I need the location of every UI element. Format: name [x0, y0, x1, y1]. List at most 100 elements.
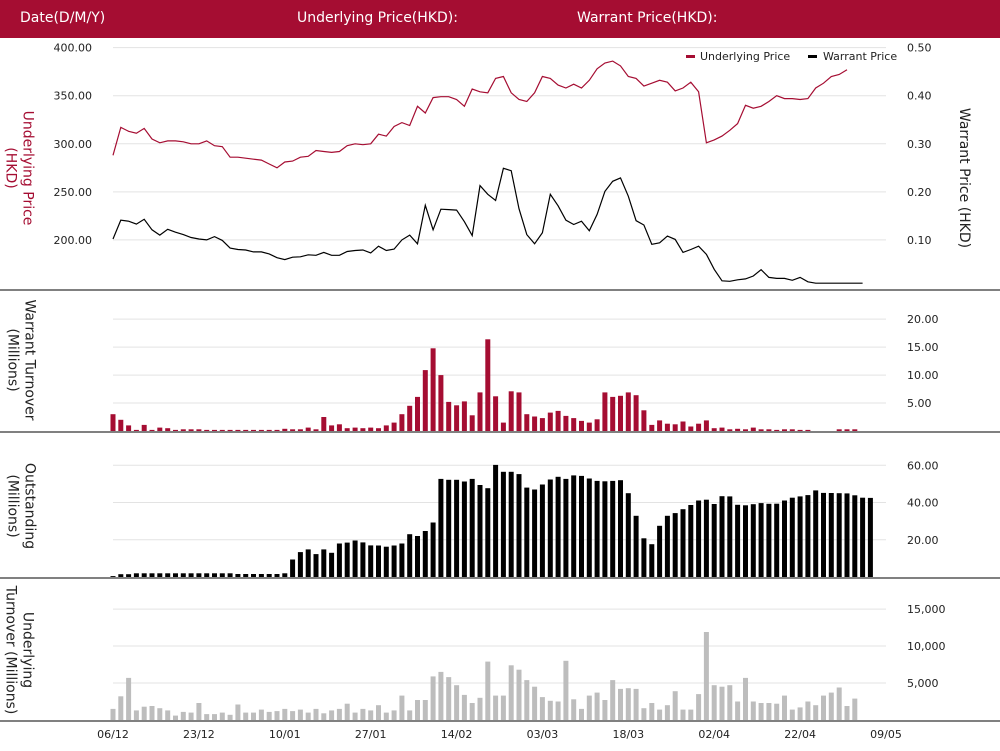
outstanding-bar [329, 552, 335, 577]
warrant-turnover-bar [461, 401, 467, 431]
underlying-turnover-bar [368, 710, 374, 720]
warrant-turnover-bar [454, 405, 460, 431]
outstanding-bar [649, 544, 655, 577]
warrant-turnover-bar [727, 429, 733, 431]
underlying-turnover-bar [477, 697, 483, 720]
warrant-turnover-bar [297, 429, 303, 431]
outstanding-bar [149, 573, 155, 577]
warrant-turnover-bar [329, 425, 335, 431]
underlying-turnover-bar [836, 687, 842, 720]
underlying-turnover-bar [625, 688, 631, 720]
warrant-turnover-bar [664, 423, 670, 431]
x-tick-label: 10/01 [269, 728, 301, 741]
x-tick-label: 18/03 [612, 728, 644, 741]
underlying-turnover-bar [719, 686, 725, 720]
warrant-turnover-bar [602, 392, 608, 431]
outstanding-panel: 60.00 40.00 20.00 Outstanding(Millions) [0, 459, 1000, 579]
underlying-turnover-bar [758, 703, 764, 720]
warrant-turnover-bar [711, 428, 717, 431]
warrant-turnover-bar [680, 421, 686, 431]
underlying-turnover-bar [735, 701, 741, 720]
warrant-turnover-bar [196, 429, 202, 431]
underlying-turnover-panel: 15,000 10,000 5,000 UnderlyingTurnover (Mil… [0, 585, 1000, 722]
warrant-turnover-bar [836, 429, 842, 431]
underlying-turnover-bar [594, 692, 600, 720]
outstanding-bar [672, 513, 678, 577]
y-tick-label: 60.00 [907, 459, 939, 472]
outstanding-bar [867, 497, 873, 577]
underlying-turnover-bar [586, 695, 592, 720]
underlying-turnover-bar [352, 712, 358, 720]
underlying-turnover-bar [196, 703, 202, 720]
y-tick-left-label: 250.00 [54, 186, 93, 199]
outstanding-bar [212, 573, 217, 577]
underlying-turnover-bar [469, 703, 475, 720]
outstanding-bar [664, 515, 670, 577]
underlying-turnover-bar [516, 669, 522, 720]
warrant-turnover-bar [188, 429, 194, 431]
outstanding-bar [594, 480, 600, 577]
underlying-turnover-bar [157, 708, 163, 720]
outstanding-bar [532, 489, 538, 577]
outstanding-bar [750, 504, 756, 577]
outstanding-bar [789, 497, 795, 577]
warrant-turnover-bar [703, 420, 709, 431]
warrant-turnover-bar [415, 396, 420, 431]
warrant-turnover-bar [469, 415, 475, 431]
outstanding-bar [633, 515, 639, 577]
outstanding-bar [461, 481, 467, 577]
underlying-turnover-bar [743, 677, 748, 720]
warrant-turnover-bar [610, 396, 616, 431]
warrant-turnover-bar [688, 426, 694, 431]
warrant-turnover-bar [344, 428, 350, 431]
x-tick-label: 14/02 [441, 728, 473, 741]
y-tick-right-label: 0.30 [907, 138, 932, 151]
underlying-turnover-bar [750, 701, 756, 720]
outstanding-bar [360, 542, 366, 577]
warrant-turnover-bar [485, 339, 491, 431]
warrant-turnover-bar [391, 422, 397, 431]
underlying-turnover-bar [547, 700, 553, 720]
underlying-turnover-bar [407, 710, 413, 720]
warrant-turnover-bar [430, 348, 436, 431]
warrant-turnover-bar [625, 392, 631, 431]
warrant-turnover-bar [352, 427, 358, 431]
underlying-turnover-bar [188, 712, 194, 720]
underlying-turnover-bar [266, 711, 272, 720]
outstanding-bar [680, 509, 686, 577]
underlying-turnover-bar [641, 708, 647, 720]
underlying-turnover-bar [493, 695, 499, 720]
underlying-turnover-bar [571, 699, 577, 720]
outstanding-bar [500, 471, 506, 577]
warrant-turnover-bar [696, 423, 702, 431]
underlying-turnover-bar [766, 703, 772, 720]
outstanding-bar [821, 492, 826, 577]
warrant-price-line [112, 167, 863, 284]
warrant-turnover-bar [563, 415, 569, 431]
warrant-turnover-bar [672, 424, 678, 431]
underlying-turnover-bar [688, 709, 694, 720]
warrant-turnover-bar [313, 429, 319, 431]
outstanding-bar [446, 479, 452, 577]
outstanding-bar [422, 531, 428, 577]
warrant-turnover-bar [290, 429, 296, 431]
warrant-turnover-bar [407, 405, 413, 431]
underlying-turnover-bar [610, 680, 616, 720]
underlying-turnover-bar [633, 688, 639, 720]
underlying-turnover-bar [376, 705, 381, 720]
outstanding-bar [524, 487, 530, 577]
warrant-turnover-bar [446, 401, 452, 431]
underlying-turnover-bar [118, 696, 124, 720]
outstanding-bar [797, 496, 803, 577]
warrant-turnover-bar [399, 414, 405, 431]
warrant-turnover-bar [360, 428, 366, 431]
underlying-turnover-bar [422, 700, 428, 720]
warrant-turnover-bar [618, 395, 623, 431]
underlying-turnover-bar [727, 685, 733, 720]
underlying-turnover-bar [336, 708, 342, 720]
underlying-turnover-bar [774, 703, 780, 720]
underlying-turnover-bar [664, 705, 670, 720]
y-tick-label: 5,000 [907, 677, 939, 690]
x-tick-label: 23/12 [183, 728, 215, 741]
warrant-turnover-bar [571, 418, 577, 431]
